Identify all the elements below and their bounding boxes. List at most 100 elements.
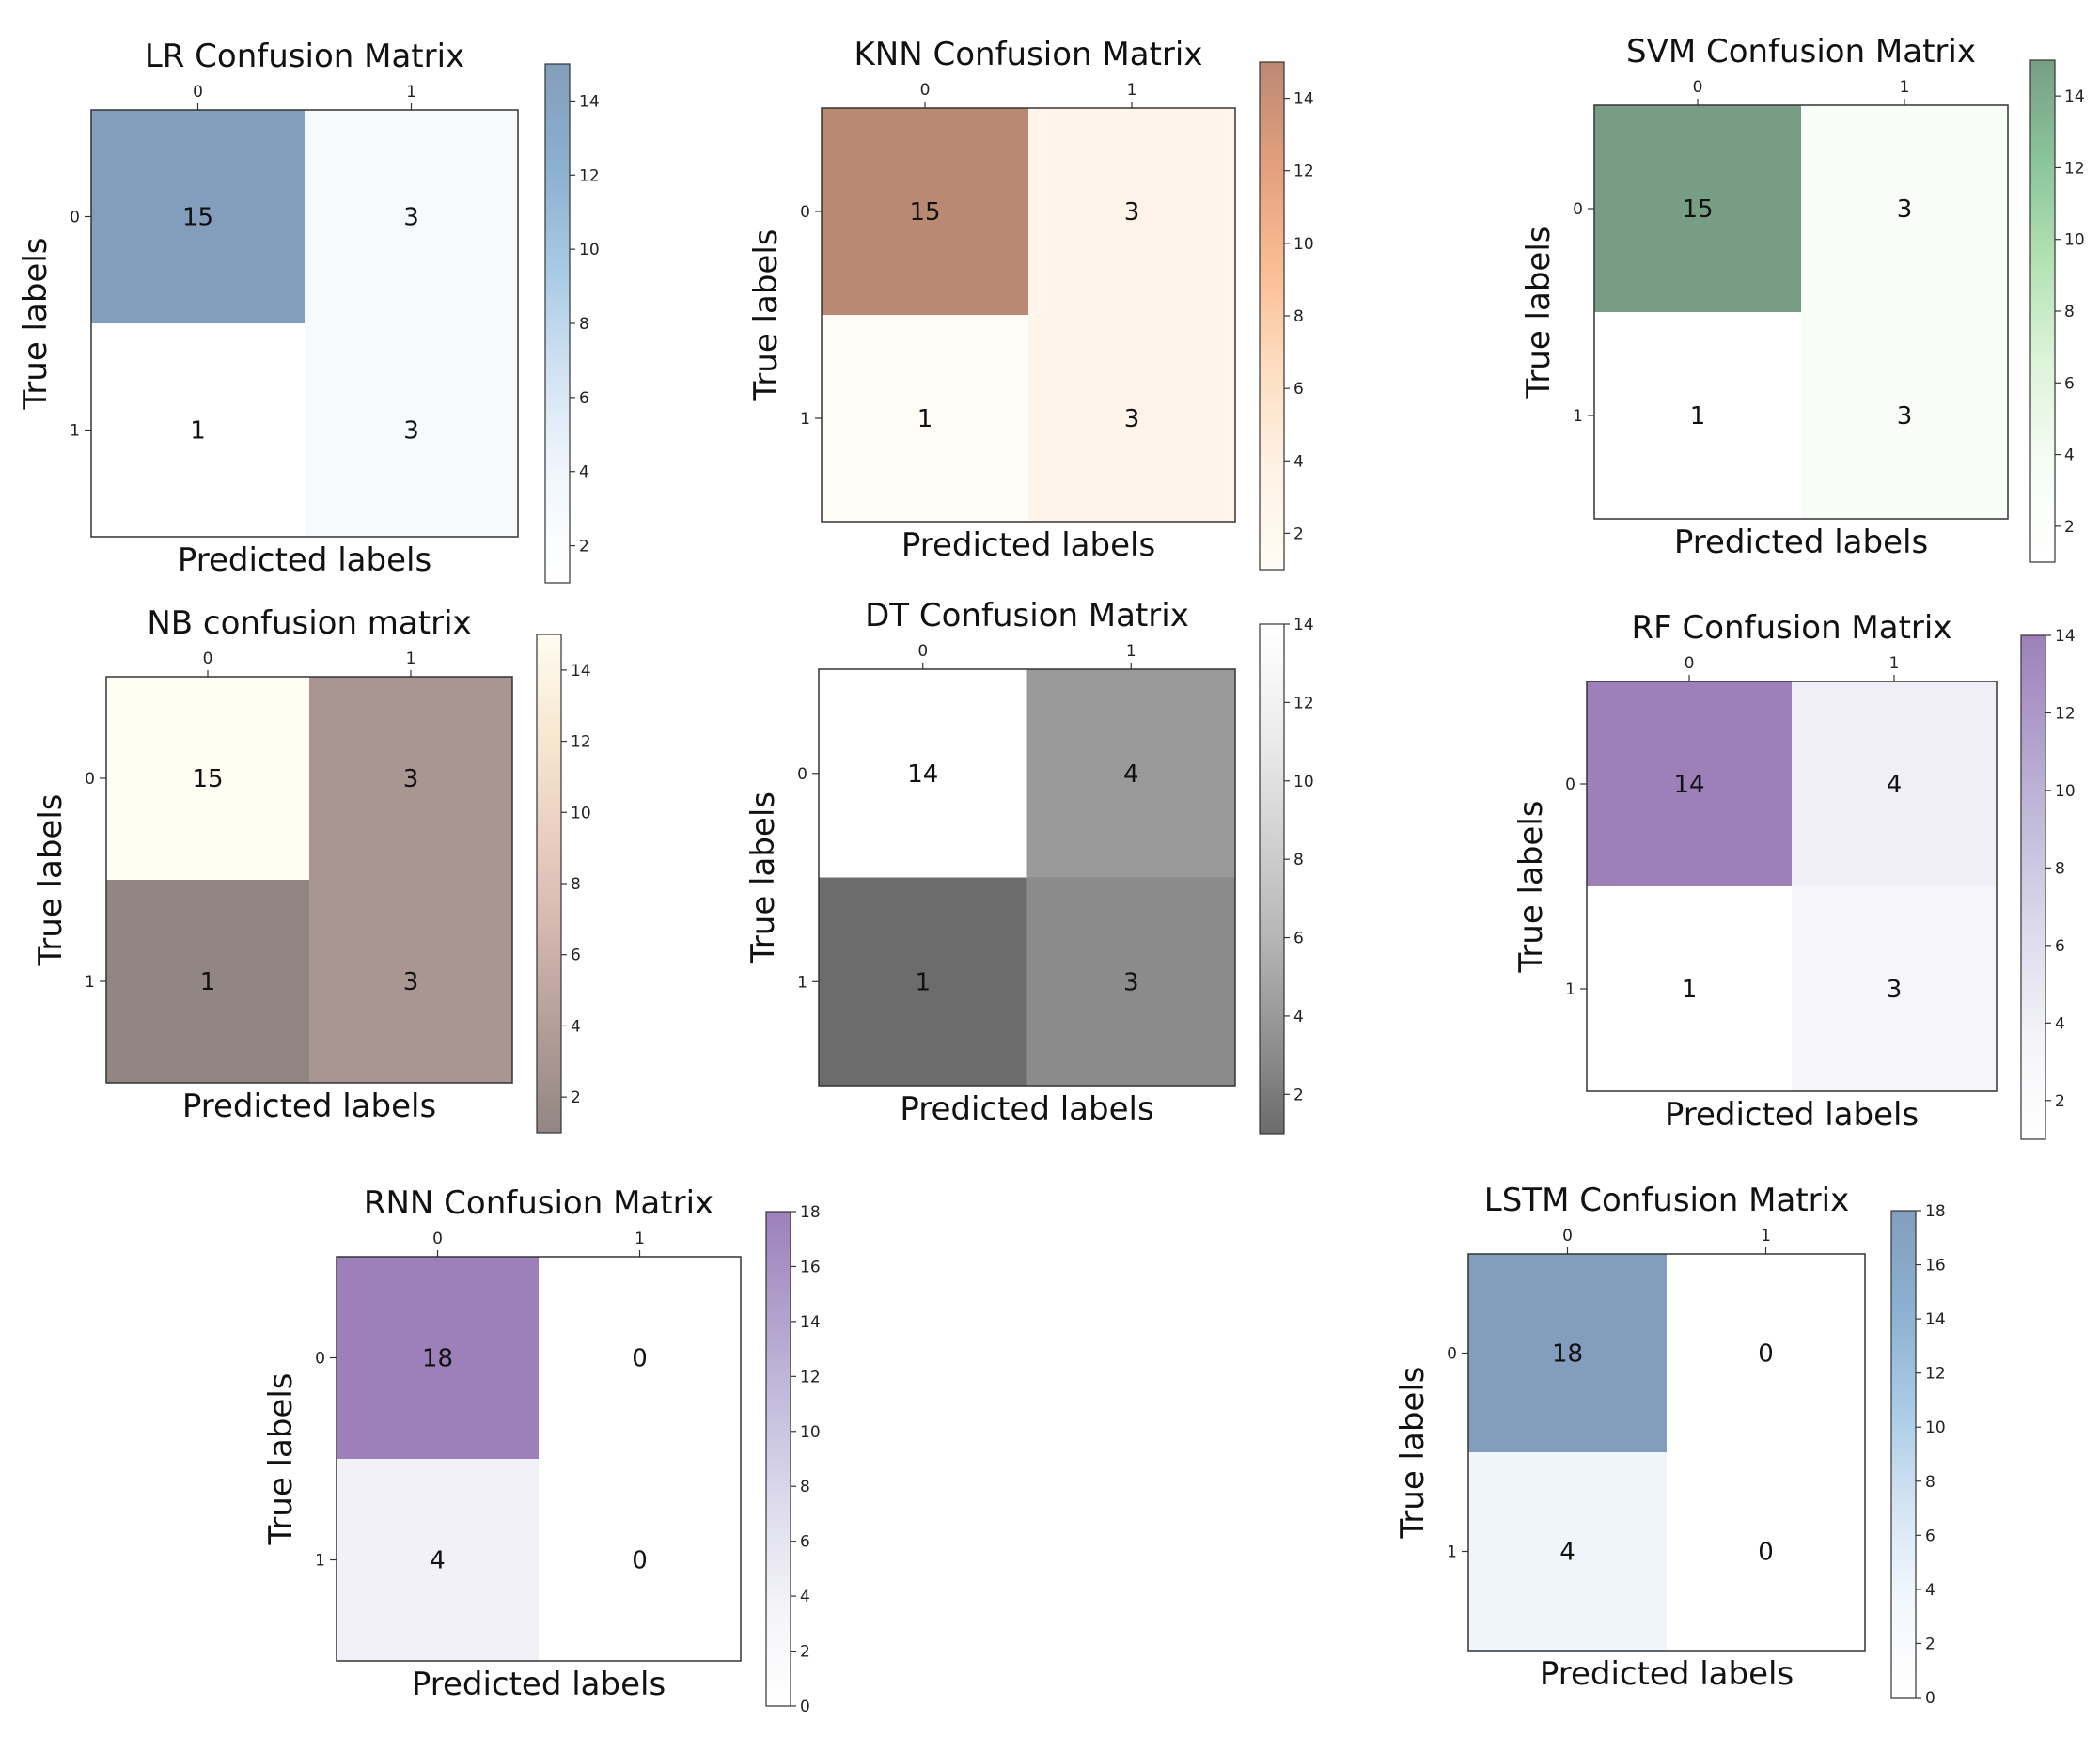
- matrix-cell: [1667, 1254, 1865, 1452]
- y-axis-label: True labels: [32, 794, 70, 967]
- matrix-cell: [822, 108, 1028, 315]
- colorbar-tick-label: 8: [1925, 1473, 1935, 1492]
- colorbar-tick-label: 12: [571, 733, 591, 752]
- cell-value-label: 3: [1124, 198, 1140, 227]
- cell-value-label: 3: [403, 968, 419, 996]
- chart-title: DT Confusion Matrix: [865, 597, 1189, 634]
- x-tick-label: 1: [406, 83, 416, 102]
- x-tick-label: 0: [1562, 1227, 1573, 1245]
- plot-frame: [818, 668, 1236, 1087]
- matrix-cell: [1587, 886, 1792, 1091]
- colorbar: [1890, 1210, 1917, 1699]
- colorbar-tick-label: 14: [2055, 627, 2076, 646]
- colorbar-tick-label: 4: [2055, 1014, 2065, 1033]
- colorbar-tick-label: 10: [1293, 235, 1314, 254]
- x-axis-label: Predicted labels: [178, 541, 431, 579]
- colorbar-tick-label: 6: [579, 389, 589, 408]
- cell-value-label: 1: [1682, 976, 1698, 1004]
- matrix-cell: [337, 1459, 539, 1661]
- cell-value-label: 1: [915, 968, 931, 996]
- colorbar-tick-label: 12: [1293, 163, 1314, 181]
- cell-value-label: 1: [917, 405, 933, 433]
- matrix-cell: [309, 677, 512, 880]
- y-tick-label: 0: [315, 1350, 325, 1369]
- colorbar-tick-label: 10: [2055, 782, 2076, 801]
- chart-title: SVM Confusion Matrix: [1626, 33, 1976, 70]
- colorbar: [1259, 623, 1285, 1135]
- colorbar-tick-label: 2: [1293, 525, 1304, 543]
- x-axis-label: Predicted labels: [182, 1088, 436, 1125]
- matrix-cell: [1028, 315, 1235, 522]
- colorbar-tick-label: 10: [800, 1423, 821, 1442]
- cell-value-label: 3: [403, 204, 419, 232]
- matrix-cell: [1792, 886, 1997, 1091]
- x-axis-label: Predicted labels: [412, 1666, 666, 1703]
- x-tick-label: 0: [203, 650, 213, 668]
- x-axis-label: Predicted labels: [901, 526, 1155, 564]
- colorbar-tick-label: 6: [1293, 930, 1304, 948]
- cell-value-label: 15: [182, 204, 213, 232]
- plot-frame: [1593, 104, 2009, 520]
- cell-value-label: 0: [632, 1345, 648, 1373]
- matrix-cell: [819, 669, 1027, 878]
- colorbar-tick-label: 6: [2064, 374, 2075, 393]
- y-tick-label: 1: [315, 1552, 325, 1571]
- cell-value-label: 3: [1897, 196, 1913, 224]
- colorbar-tick-label: 14: [579, 92, 600, 111]
- colorbar-tick-label: 14: [800, 1313, 821, 1332]
- colorbar-tick-label: 4: [800, 1588, 810, 1606]
- colorbar-tick-label: 4: [579, 463, 589, 482]
- cell-value-label: 15: [909, 198, 940, 227]
- y-tick-label: 0: [1573, 200, 1583, 219]
- plot-frame: [336, 1256, 742, 1662]
- matrix-cell: [1594, 105, 1801, 312]
- cell-value-label: 3: [403, 417, 419, 446]
- colorbar-tick-label: 4: [571, 1017, 581, 1036]
- y-axis-label: True labels: [744, 791, 782, 964]
- colorbar: [2029, 59, 2056, 563]
- plot-frame: [821, 107, 1236, 523]
- y-tick-label: 0: [1447, 1345, 1457, 1364]
- matrix-cell: [819, 877, 1027, 1086]
- plot-frame: [105, 676, 513, 1084]
- y-tick-label: 0: [797, 765, 807, 784]
- matrix-cell: [337, 1257, 539, 1459]
- x-tick-label: 0: [193, 83, 203, 102]
- x-tick-label: 1: [1126, 642, 1136, 661]
- cell-value-label: 4: [1887, 771, 1903, 799]
- colorbar-tick-label: 16: [1925, 1257, 1946, 1276]
- colorbar-tick-label: 10: [1925, 1418, 1946, 1437]
- y-tick-label: 1: [85, 973, 95, 992]
- cell-value-label: 3: [1123, 968, 1139, 996]
- colorbar-tick-label: 12: [1925, 1365, 1946, 1384]
- cell-value-label: 3: [1887, 976, 1903, 1004]
- colorbar-tick-label: 4: [2064, 446, 2075, 465]
- x-tick-label: 1: [1889, 654, 1900, 673]
- cell-value-label: 0: [632, 1547, 648, 1575]
- cell-value-label: 0: [1758, 1539, 1774, 1567]
- matrix-cell: [1801, 105, 2008, 312]
- y-axis-label: True labels: [1394, 1367, 1432, 1540]
- colorbar-tick-label: 10: [571, 804, 591, 822]
- colorbar-tick-label: 16: [800, 1258, 821, 1276]
- colorbar: [544, 63, 571, 584]
- chart-title: LSTM Confusion Matrix: [1484, 1182, 1849, 1219]
- matrix-cell: [91, 110, 305, 323]
- colorbar: [2020, 634, 2046, 1140]
- y-tick-label: 1: [797, 973, 807, 992]
- matrix-cell: [1026, 669, 1235, 878]
- colorbar-tick-label: 18: [1925, 1202, 1946, 1221]
- colorbar-tick-label: 10: [2064, 231, 2085, 250]
- y-tick-label: 1: [70, 422, 80, 441]
- y-tick-label: 0: [85, 770, 95, 789]
- y-axis-label: True labels: [1520, 227, 1558, 399]
- cell-value-label: 4: [1559, 1539, 1575, 1567]
- colorbar-tick-label: 4: [1925, 1581, 1935, 1600]
- y-tick-label: 1: [800, 410, 810, 429]
- x-axis-label: Predicted labels: [900, 1090, 1153, 1128]
- matrix-cell: [305, 110, 518, 323]
- colorbar-tick-label: 2: [1293, 1086, 1304, 1104]
- matrix-cell: [1026, 877, 1235, 1086]
